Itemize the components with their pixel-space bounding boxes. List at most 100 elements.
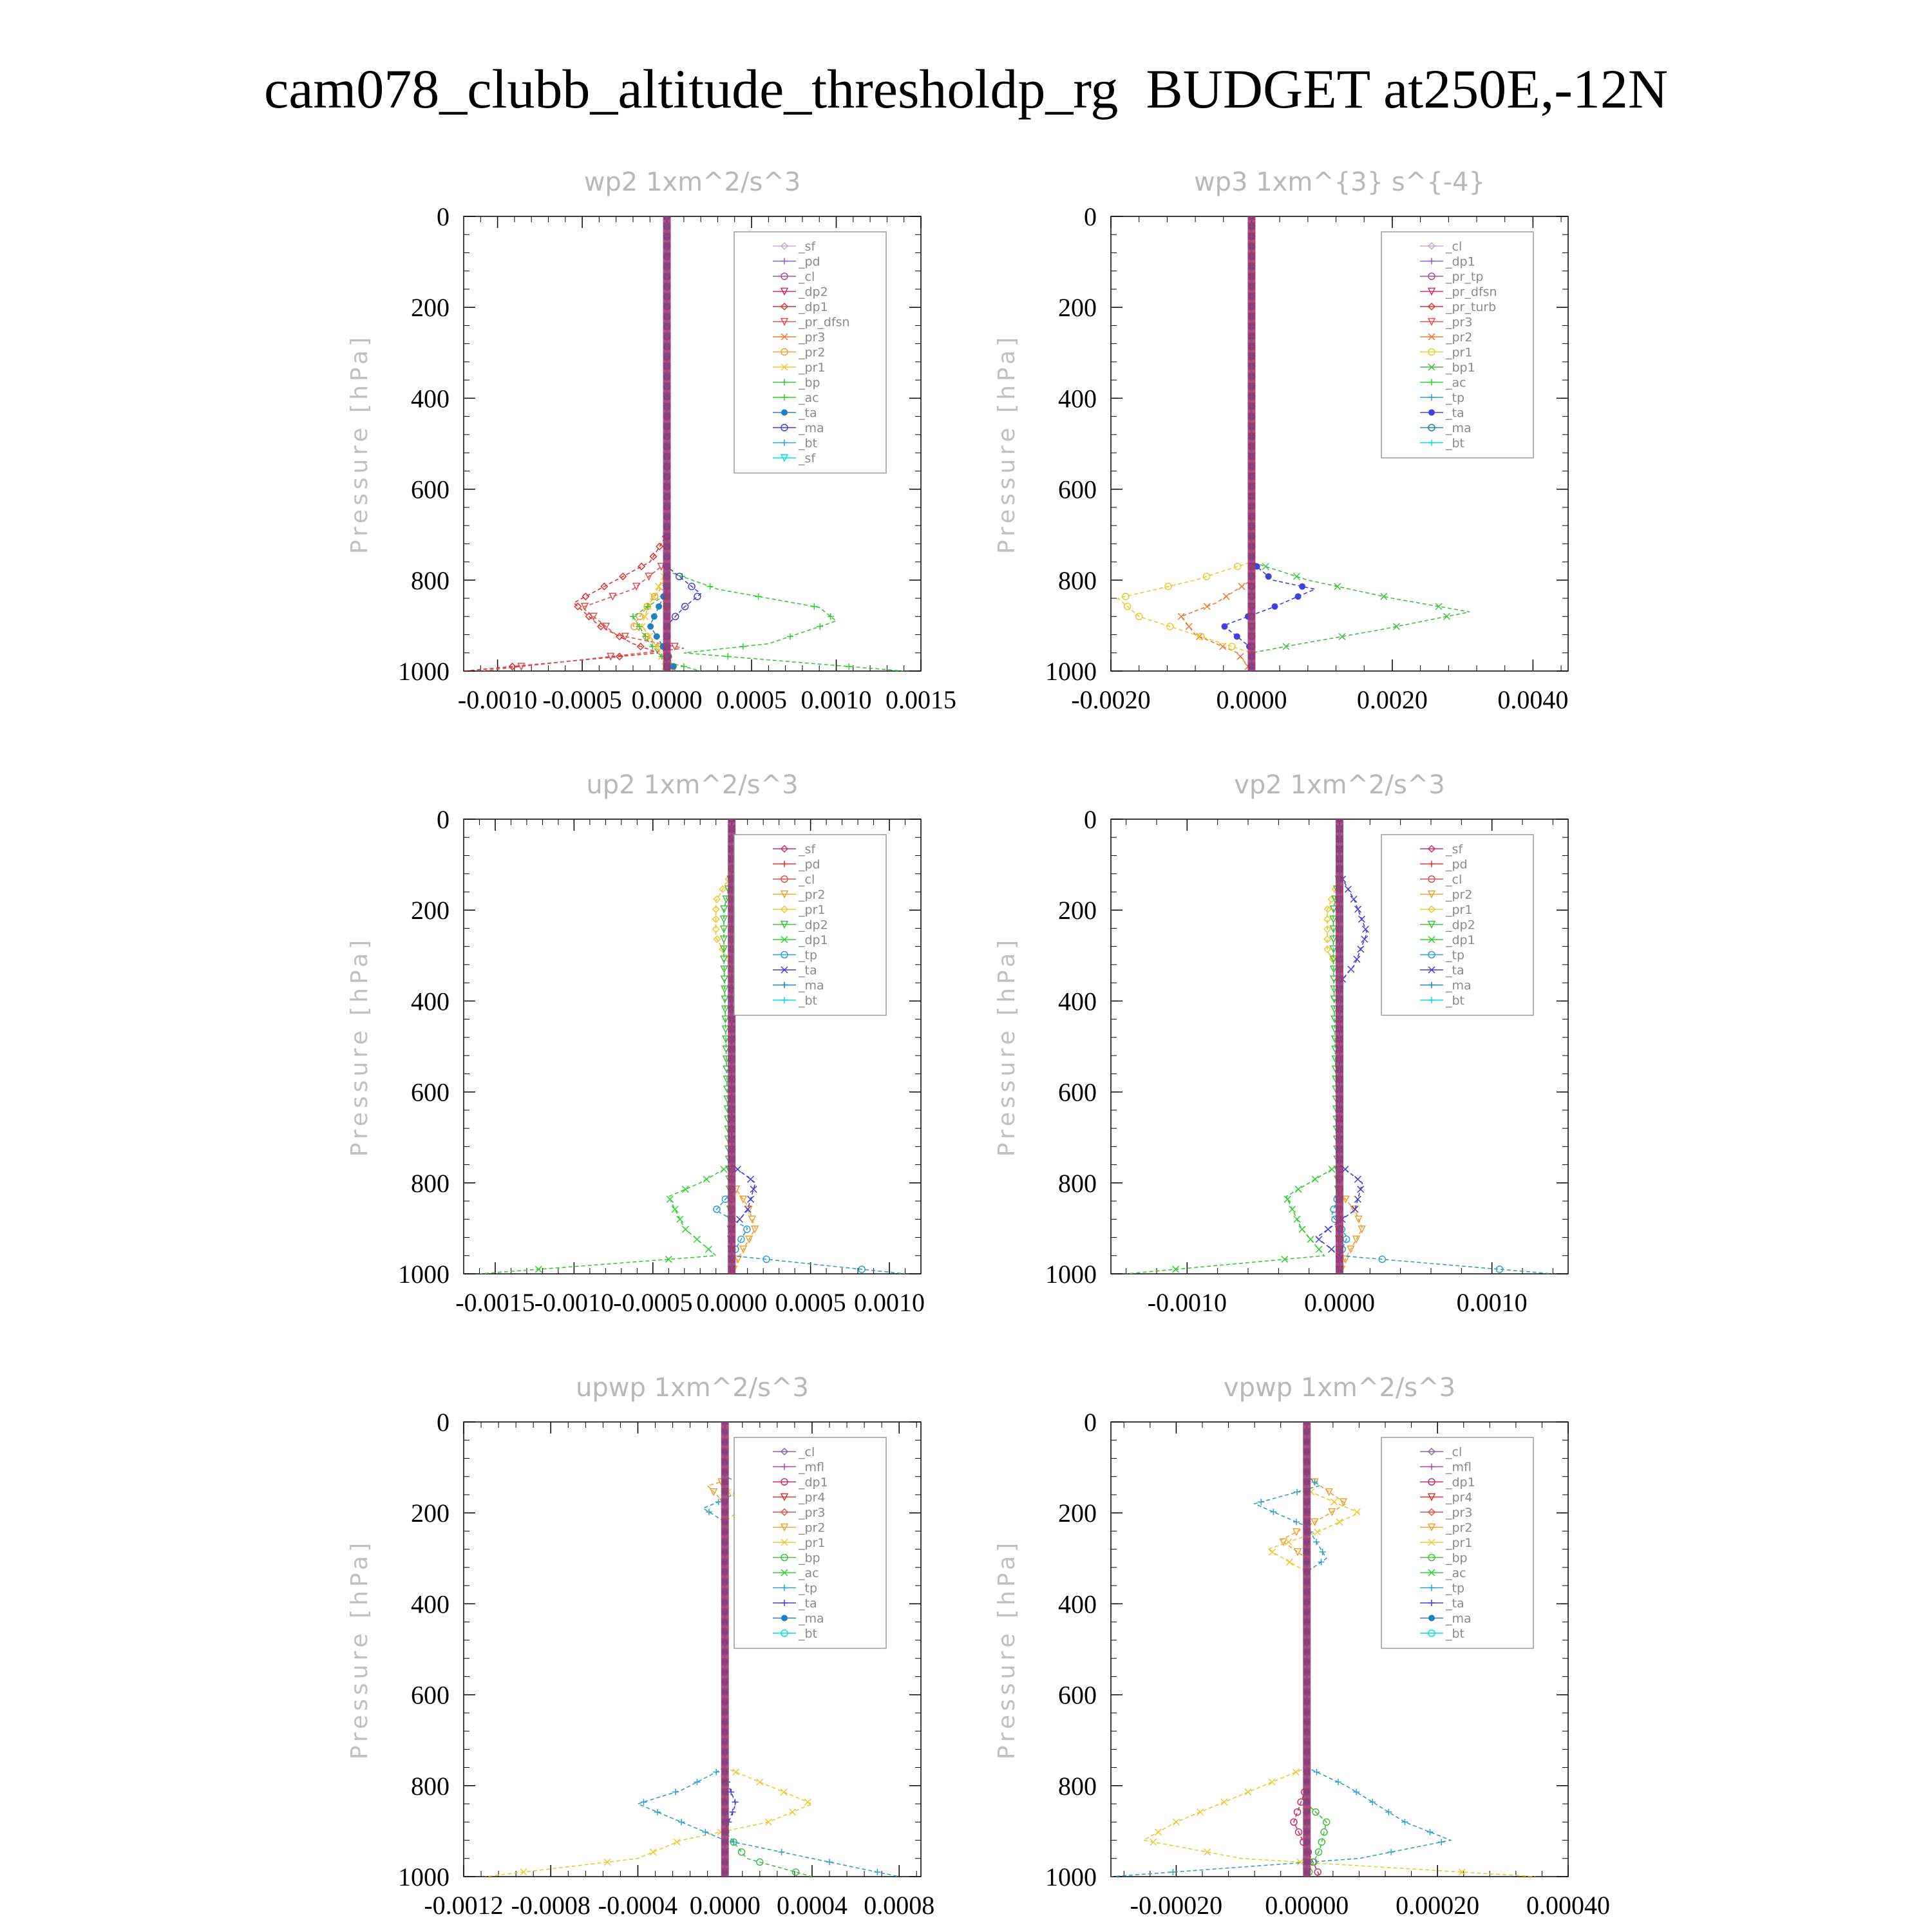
x-tick-label: -0.0008 [511,1891,591,1920]
series-marker [645,603,652,610]
series-marker [712,905,720,913]
series-marker [1281,1255,1289,1263]
legend-label: _tp [798,949,817,963]
y-tick-label: 1000 [1045,1260,1097,1289]
series-marker [1329,915,1338,923]
series-marker [1294,593,1302,600]
legend-label: _bt [1445,994,1464,1008]
legend-label: _cl [798,270,815,284]
legend-marker [1428,997,1435,1003]
zero-profile-stack [663,216,671,671]
series-marker [712,915,720,923]
y-tick-label: 800 [1058,566,1097,595]
series-marker [1294,1488,1301,1495]
series-marker [665,1255,672,1263]
legend-marker [1427,287,1436,296]
page-title: cam078_clubb_altitude_thresholdp_rg BUDG… [264,58,1668,120]
series-marker [720,975,729,984]
series-marker [1338,632,1346,640]
x-tick-label: -0.0020 [1071,685,1150,714]
series-marker [694,1779,701,1786]
y-tick-label: 1000 [398,1862,450,1891]
series-marker [1361,935,1368,943]
legend-label: _cl [798,873,815,887]
series-marker [722,1045,730,1054]
legend-marker [781,1629,788,1637]
series-marker [1341,1195,1350,1204]
panel-4: vp2 1xm^2/s^3 Pressure [hPa] 0 200 400 600 800… [994,770,1569,1317]
series-marker [632,582,641,591]
legend-marker [1428,875,1435,883]
series-marker [1392,623,1401,630]
series-marker [681,1186,689,1193]
zero-profile-stack [1247,216,1256,671]
series-line-ta [1222,216,1317,671]
series-marker [756,1778,764,1786]
series-marker [1293,1519,1300,1526]
series-marker [1298,1226,1306,1233]
series-marker [1312,1808,1320,1816]
series-marker [1329,905,1338,914]
y-tick-label: 200 [1058,1499,1097,1528]
series-marker [1323,945,1332,953]
series-marker [1164,582,1172,591]
y-axis-label: Pressure [hPa] [994,936,1020,1157]
legend-marker [1428,258,1435,265]
legend-marker [781,394,788,401]
series-marker [1313,1528,1321,1536]
y-tick-label: 400 [1058,1589,1097,1618]
series-marker [636,642,645,650]
y-axis-label: Pressure [hPa] [346,334,373,554]
legend-label: _pr1 [798,1536,825,1550]
series-marker [786,633,793,640]
legend-label: _ta [1445,963,1464,978]
series-marker [1329,925,1338,934]
y-tick-label: 400 [411,1589,450,1618]
legend-marker [780,905,789,914]
x-tick-label: 0.0005 [775,1288,846,1317]
series-marker [1318,1838,1326,1846]
y-tick-label: 200 [411,1499,450,1528]
series-marker [1322,1818,1331,1826]
series-marker [721,1025,730,1034]
y-tick-label: 1000 [1045,1862,1097,1891]
legend-marker [781,363,788,371]
legend-marker [781,348,788,356]
legend-label: _dp1 [798,300,828,314]
legend-marker [781,860,788,867]
series-marker [1285,1558,1294,1566]
series-marker [649,592,658,600]
legend-label: _dp1 [1445,933,1475,947]
x-tick-label: 0.0000 [632,685,703,714]
series-marker [1293,1215,1301,1223]
series-marker [1311,1518,1319,1526]
series-marker [671,612,679,621]
series-marker [1262,563,1269,571]
legend-label: _ta [1445,1596,1464,1611]
legend-marker [1427,1508,1436,1517]
legend-marker [1427,905,1436,914]
series-marker [791,1868,800,1876]
series-marker [728,1788,735,1795]
legend-label: _dp2 [798,918,828,933]
series-marker [780,1788,788,1796]
series-marker [1177,612,1185,620]
series-marker [721,1035,730,1044]
legend-label: _ac [1445,376,1466,390]
legend-marker [1428,272,1435,280]
legend-marker [781,875,788,883]
series-marker [1435,603,1443,611]
plot-frame [463,216,922,672]
legend-label: _bp [798,376,820,390]
series-marker [719,955,728,964]
series-marker [1299,583,1306,590]
legend-label: _sf [798,240,816,254]
series-marker [520,1868,527,1876]
series-marker [1270,1508,1277,1515]
series-group [1111,1422,1536,1877]
series-line-pr_dfsn [480,216,685,671]
legend-marker [780,1493,789,1502]
series-marker [1314,1868,1321,1876]
series-marker [1336,1518,1343,1526]
y-tick-label: 1000 [398,657,450,686]
